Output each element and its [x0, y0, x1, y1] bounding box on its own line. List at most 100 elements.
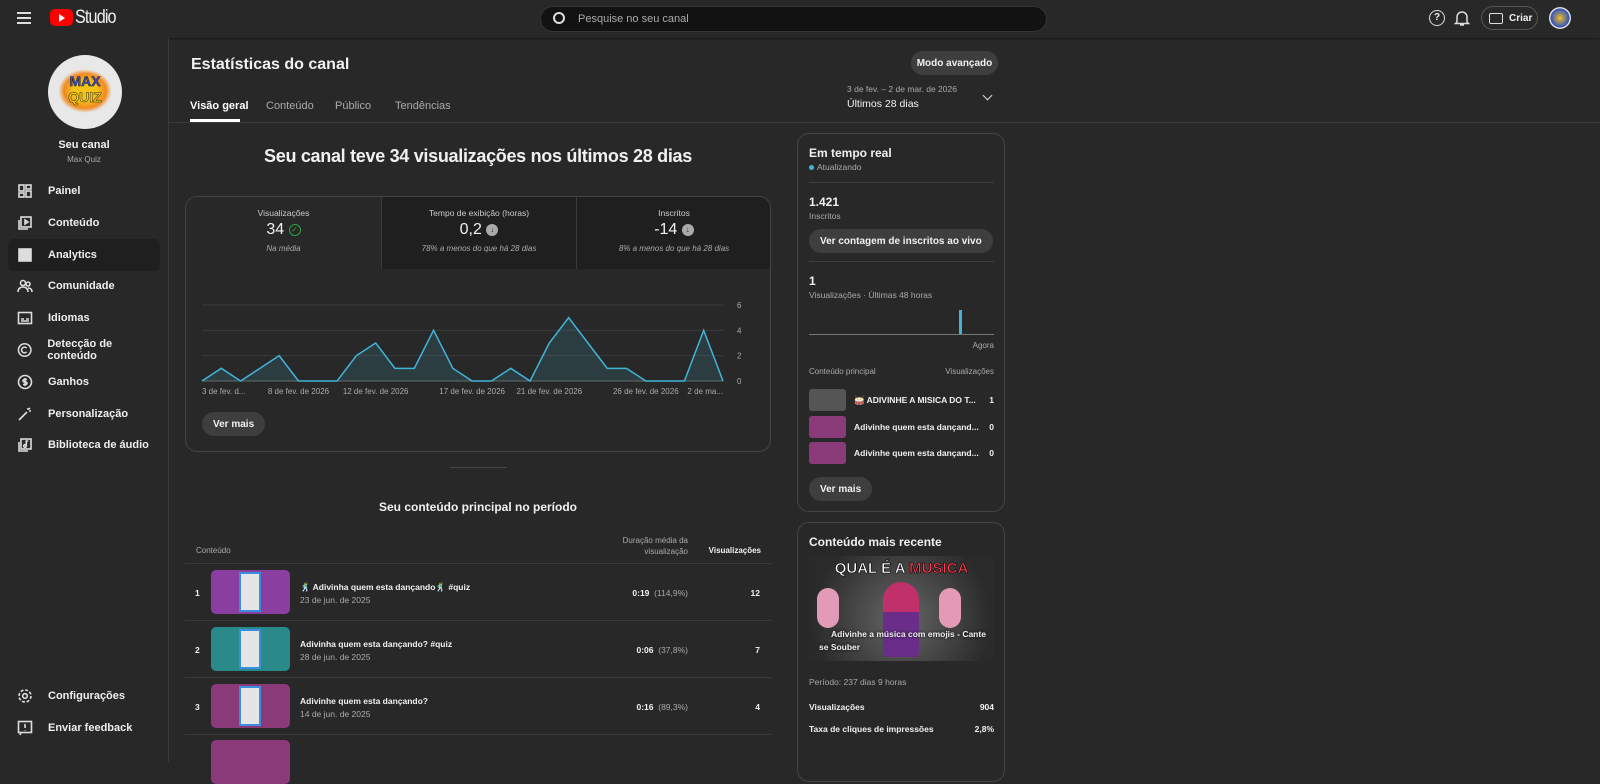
latest-title: Conteúdo mais recente	[809, 535, 942, 549]
realtime-card: Em tempo real Atualizando 1.421 Inscrito…	[797, 133, 1005, 512]
see-more-button[interactable]: Ver mais	[202, 412, 265, 436]
account-avatar[interactable]	[1549, 7, 1571, 29]
table-row[interactable]: 1 🕺 Adivinha quem esta dançando🕺 #quiz 2…	[185, 563, 771, 620]
studio-brand: Studio	[75, 7, 116, 29]
realtime-content-item[interactable]: Adivinhe quem esta dançand...0	[809, 442, 994, 466]
row-date: 23 de jun. de 2025	[300, 595, 370, 605]
y-tick-label: 4	[737, 326, 742, 335]
tab-3[interactable]: Tendências	[395, 100, 451, 112]
video-thumbnail[interactable]	[211, 627, 290, 671]
row-title[interactable]: Adivinhe quem esta dançando?	[300, 696, 428, 706]
check-circle-icon: ✓	[289, 224, 301, 236]
section-divider	[450, 467, 507, 468]
worm-illustration	[939, 588, 961, 628]
video-thumbnail	[809, 442, 846, 464]
table-row[interactable]: 2 Adivinha quem esta dançando? #quiz 28 …	[185, 620, 771, 677]
table-row[interactable]	[185, 734, 771, 764]
date-range-picker[interactable]: 3 de fev. – 2 de mar. de 2026 Últimos 28…	[847, 84, 997, 112]
sidebar-item-2[interactable]: Analytics	[8, 239, 160, 271]
sidebar-item-0[interactable]: Painel	[8, 175, 160, 207]
realtime-content-item[interactable]: 🥁 ADIVINHE A MISICA DO T...1	[809, 389, 994, 413]
tab-2[interactable]: Público	[335, 100, 371, 112]
header-divider	[169, 122, 1600, 123]
metric-note: Na média	[186, 244, 381, 253]
sidebar-item-7[interactable]: Personalização	[8, 398, 160, 430]
advanced-mode-button[interactable]: Modo avançado	[911, 51, 998, 75]
realtime-content-item[interactable]: Adivinhe quem esta dançand...0	[809, 416, 994, 440]
x-tick-label: 12 de fev. de 2026	[343, 387, 409, 396]
sidebar-item-label: Personalização	[48, 408, 128, 420]
sidebar-item-label: Detecção de conteúdo	[47, 338, 160, 362]
help-icon[interactable]: ?	[1429, 10, 1445, 26]
area-fill	[202, 318, 723, 381]
row-date: 28 de jun. de 2025	[300, 652, 370, 662]
sidebar-item-label: Painel	[48, 185, 80, 197]
col-duration: Duração média da visualização	[600, 535, 688, 557]
create-button[interactable]: Criar	[1481, 6, 1538, 30]
sidebar-item-4[interactable]: Idiomas	[8, 302, 160, 334]
sidebar-bottom-0[interactable]: Configurações	[8, 680, 160, 712]
content-icon	[17, 215, 33, 231]
sidebar-item-3[interactable]: Comunidade	[8, 270, 160, 302]
row-views: 4	[705, 702, 760, 712]
date-range: 3 de fev. – 2 de mar. de 2026	[847, 84, 997, 94]
realtime-status: Atualizando	[809, 162, 861, 172]
audio-library-icon	[17, 437, 33, 453]
metric-tab-1[interactable]: Tempo de exibição (horas)0,2 ↓78% a meno…	[381, 197, 576, 269]
notifications-icon[interactable]	[1454, 9, 1470, 27]
video-thumbnail[interactable]	[211, 570, 290, 614]
realtime-see-more-button[interactable]: Ver mais	[809, 477, 872, 501]
y-tick-label: 6	[737, 301, 742, 310]
thumbnail-heading: QUAL É A MUSICA	[809, 560, 994, 577]
x-tick-label: 26 de fev. de 2026	[613, 387, 679, 396]
latest-video-title: Adivinhe a música com emojis - Cante se …	[819, 628, 986, 654]
live-subscriber-count-button[interactable]: Ver contagem de inscritos ao vivo	[809, 229, 993, 253]
sidebar-item-5[interactable]: Detecção de conteúdo	[8, 334, 160, 366]
search-placeholder: Pesquise no seu canal	[578, 13, 689, 25]
realtime-title: Em tempo real	[809, 146, 892, 160]
row-title[interactable]: Adivinha quem esta dançando? #quiz	[300, 639, 452, 649]
sidebar-item-6[interactable]: Ganhos	[8, 366, 160, 398]
youtube-logo-icon[interactable]	[50, 9, 73, 26]
live-dot-icon	[809, 165, 814, 170]
video-thumbnail[interactable]	[211, 684, 290, 728]
col-views[interactable]: Visualizações	[700, 546, 761, 555]
row-title[interactable]: 🕺 Adivinha quem esta dançando🕺 #quiz	[300, 582, 470, 593]
sidebar-bottom-1[interactable]: Enviar feedback	[8, 712, 160, 744]
latest-video-thumbnail[interactable]: QUAL É A MUSICA Adivinhe a música com em…	[809, 556, 994, 661]
metric-tab-2[interactable]: Inscritos-14 ↓8% a menos do que há 28 di…	[576, 197, 771, 269]
video-thumbnail	[809, 389, 846, 411]
y-tick-label: 0	[737, 377, 742, 386]
video-thumbnail[interactable]	[211, 740, 290, 784]
table-row[interactable]: 3 Adivinhe quem esta dançando? 14 de jun…	[185, 677, 771, 734]
menu-icon[interactable]	[17, 12, 31, 24]
gear-icon	[17, 688, 33, 704]
x-tick-label: 21 de fev. de 2026	[516, 387, 582, 396]
metric-value: 0,2	[460, 221, 482, 238]
latest-period: Período: 237 dias 9 horas	[809, 677, 906, 687]
subscriber-label: Inscritos	[809, 211, 841, 221]
tab-1[interactable]: Conteúdo	[266, 100, 314, 112]
item-views: 0	[989, 422, 994, 432]
sidebar-item-label: Analytics	[48, 249, 97, 261]
sidebar-item-8[interactable]: Biblioteca de áudio	[8, 429, 160, 461]
arrow-down-circle-icon: ↓	[682, 224, 694, 236]
rt-col-content: Conteúdo principal	[809, 367, 876, 376]
tab-0[interactable]: Visão geral	[190, 100, 249, 112]
metric-value: 34	[266, 221, 284, 238]
x-tick-label: 17 de fev. de 2026	[439, 387, 505, 396]
search-input[interactable]: Pesquise no seu canal	[540, 6, 1047, 32]
metric-note: 8% a menos do que há 28 dias	[577, 244, 771, 253]
sidebar-item-1[interactable]: Conteúdo	[8, 207, 160, 239]
sidebar-item-label: Idiomas	[48, 312, 90, 324]
metric-label: Inscritos	[577, 208, 771, 218]
realtime-bar	[959, 310, 962, 334]
channel-name: Max Quiz	[0, 155, 168, 164]
sidebar-item-label: Configurações	[48, 690, 125, 702]
